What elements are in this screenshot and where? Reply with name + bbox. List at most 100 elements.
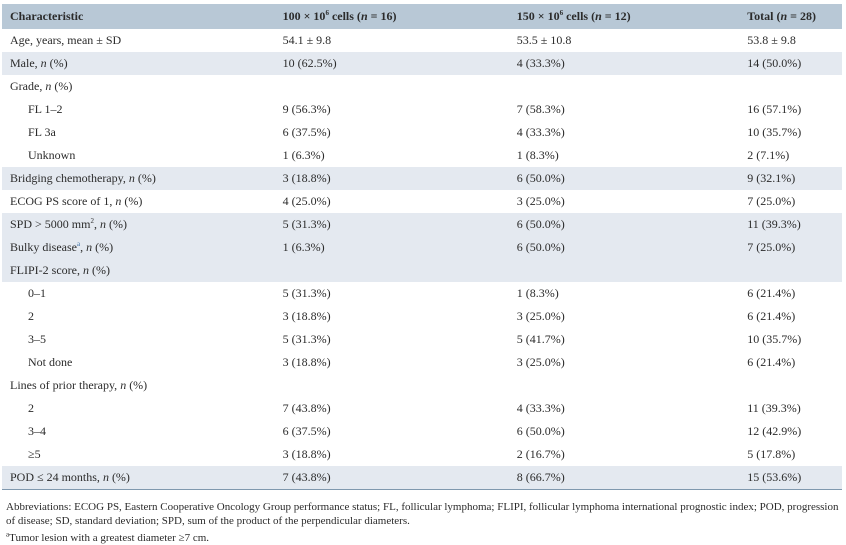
value-150-cells: 2 (16.7%) (516, 447, 565, 461)
value-150-cells: 4 (33.3%) (516, 401, 565, 415)
value-100-cells: 1 (6.3%) (282, 240, 325, 254)
value-total: 10 (35.7%) (747, 125, 802, 139)
value-150-cells: 8 (66.7%) (516, 470, 565, 484)
table-row: 2 3 (18.8%) 3 (25.0%) 6 (21.4%) (2, 305, 842, 328)
value-100-cells: 3 (18.8%) (282, 171, 331, 185)
table-body: Age, years, mean ± SD 54.1 ± 9.8 53.5 ± 10… (2, 29, 842, 490)
header-100-cells: 100 × 106 cells (n = 16) (282, 9, 397, 23)
row-label: FL 3a (28, 125, 56, 139)
value-100-cells: 7 (43.8%) (282, 470, 331, 484)
table-notes: Abbreviations: ECOG PS, Eastern Cooperat… (6, 500, 840, 545)
value-150-cells: 1 (8.3%) (516, 286, 559, 300)
value-100-cells (275, 374, 509, 397)
table-row: FL 3a 6 (37.5%) 4 (33.3%) 10 (35.7%) (2, 121, 842, 144)
value-100-cells: 5 (31.3%) (282, 286, 331, 300)
table-row: Age, years, mean ± SD 54.1 ± 9.8 53.5 ± 10… (2, 29, 842, 52)
value-total: 16 (57.1%) (747, 102, 802, 116)
table-row: Lines of prior therapy, n (%) (2, 374, 842, 397)
value-100-cells: 3 (18.8%) (282, 447, 331, 461)
row-label: POD ≤ 24 months, n (%) (10, 470, 130, 484)
value-total: 12 (42.9%) (747, 424, 802, 438)
table-row: ECOG PS score of 1, n (%) 4 (25.0%) 3 (25.… (2, 190, 842, 213)
row-label: Grade, n (%) (10, 79, 73, 93)
value-total: 6 (21.4%) (747, 309, 796, 323)
row-label: Unknown (28, 148, 76, 162)
table-row: Bulky diseasea, n (%) 1 (6.3%) 6 (50.0%) 7 … (2, 236, 842, 259)
value-total: 9 (32.1%) (747, 171, 796, 185)
table-row: 3–5 5 (31.3%) 5 (41.7%) 10 (35.7%) (2, 328, 842, 351)
table-row: 3–4 6 (37.5%) 6 (50.0%) 12 (42.9%) (2, 420, 842, 443)
value-total (739, 75, 842, 98)
row-label: 0–1 (28, 286, 46, 300)
value-total: 14 (50.0%) (747, 56, 802, 70)
value-150-cells: 4 (33.3%) (516, 125, 565, 139)
value-total: 6 (21.4%) (747, 286, 796, 300)
value-100-cells: 6 (37.5%) (282, 424, 331, 438)
table-header-row: Characteristic 100 × 106 cells (n = 16) … (2, 4, 842, 29)
value-150-cells (509, 374, 739, 397)
value-total: 6 (21.4%) (747, 355, 796, 369)
footnote-a: aTumor lesion with a greatest diameter ≥… (6, 530, 210, 544)
table-row: Grade, n (%) (2, 75, 842, 98)
value-150-cells: 6 (50.0%) (516, 217, 565, 231)
value-total: 15 (53.6%) (747, 470, 802, 484)
value-100-cells: 1 (6.3%) (282, 148, 325, 162)
characteristics-table: Characteristic 100 × 106 cells (n = 16) … (2, 4, 842, 490)
value-150-cells: 6 (50.0%) (516, 424, 565, 438)
value-total (739, 374, 842, 397)
value-total: 53.8 ± 9.8 (747, 33, 796, 47)
table-row: FLIPI-2 score, n (%) (2, 259, 842, 282)
header-total: Total (n = 28) (747, 9, 816, 23)
header-150-cells: 150 × 106 cells (n = 12) (516, 9, 631, 23)
row-label: 2 (28, 401, 34, 415)
value-total: 7 (25.0%) (747, 240, 796, 254)
value-150-cells: 6 (50.0%) (516, 240, 565, 254)
value-150-cells: 7 (58.3%) (516, 102, 565, 116)
row-label: FL 1–2 (28, 102, 63, 116)
row-label: 3–5 (28, 332, 46, 346)
value-150-cells: 53.5 ± 10.8 (516, 33, 572, 47)
table-row: Male, n (%) 10 (62.5%) 4 (33.3%) 14 (50.0%) (2, 52, 842, 75)
row-label: Lines of prior therapy, n (%) (10, 378, 148, 392)
row-label: ≥5 (28, 447, 41, 461)
row-label: Bridging chemotherapy, n (%) (10, 171, 156, 185)
row-label: Male, n (%) (10, 56, 68, 70)
value-150-cells: 6 (50.0%) (516, 171, 565, 185)
value-total: 7 (25.0%) (747, 194, 796, 208)
value-150-cells: 5 (41.7%) (516, 332, 565, 346)
value-total: 11 (39.3%) (747, 217, 801, 231)
table-row: POD ≤ 24 months, n (%) 7 (43.8%) 8 (66.7%)… (2, 466, 842, 490)
value-150-cells: 3 (25.0%) (516, 309, 565, 323)
header-characteristic: Characteristic (10, 9, 84, 23)
row-label: 2 (28, 309, 34, 323)
value-100-cells: 5 (31.3%) (282, 217, 331, 231)
value-total: 11 (39.3%) (747, 401, 801, 415)
row-label: Not done (28, 355, 73, 369)
value-100-cells: 7 (43.8%) (282, 401, 331, 415)
row-label: Bulky diseasea, n (%) (10, 240, 114, 254)
table-row: Bridging chemotherapy, n (%) 3 (18.8%) 6 (… (2, 167, 842, 190)
row-label: Age, years, mean ± SD (10, 33, 122, 47)
table-row: 2 7 (43.8%) 4 (33.3%) 11 (39.3%) (2, 397, 842, 420)
table-row: 0–1 5 (31.3%) 1 (8.3%) 6 (21.4%) (2, 282, 842, 305)
value-total: 10 (35.7%) (747, 332, 802, 346)
value-100-cells: 9 (56.3%) (282, 102, 331, 116)
value-100-cells: 10 (62.5%) (282, 56, 337, 70)
value-total: 2 (7.1%) (747, 148, 790, 162)
table-row: Not done 3 (18.8%) 3 (25.0%) 6 (21.4%) (2, 351, 842, 374)
value-100-cells: 4 (25.0%) (282, 194, 331, 208)
row-label: SPD > 5000 mm2, n (%) (10, 217, 127, 231)
table-row: Unknown 1 (6.3%) 1 (8.3%) 2 (7.1%) (2, 144, 842, 167)
value-150-cells (509, 259, 739, 282)
table-row: FL 1–2 9 (56.3%) 7 (58.3%) 16 (57.1%) (2, 98, 842, 121)
row-label: 3–4 (28, 424, 46, 438)
value-150-cells (509, 75, 739, 98)
table-row: ≥5 3 (18.8%) 2 (16.7%) 5 (17.8%) (2, 443, 842, 466)
value-100-cells: 3 (18.8%) (282, 355, 331, 369)
abbreviations-note: Abbreviations: ECOG PS, Eastern Cooperat… (6, 501, 839, 527)
value-total (739, 259, 842, 282)
value-100-cells (275, 75, 509, 98)
table-row: SPD > 5000 mm2, n (%) 5 (31.3%) 6 (50.0%) 1… (2, 213, 842, 236)
value-150-cells: 1 (8.3%) (516, 148, 559, 162)
value-total: 5 (17.8%) (747, 447, 796, 461)
